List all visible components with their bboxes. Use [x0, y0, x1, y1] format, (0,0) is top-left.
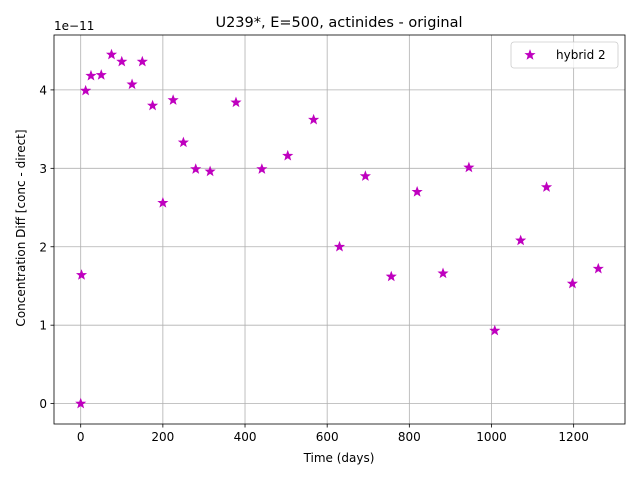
- data-point: [147, 99, 159, 111]
- data-points: [75, 48, 604, 409]
- data-point: [190, 163, 202, 174]
- x-axis: 0 200 400 600 800 1000 1200: [77, 424, 589, 444]
- data-point: [75, 397, 87, 409]
- data-point: [95, 69, 107, 80]
- data-point: [256, 163, 268, 174]
- legend-star-icon: [524, 49, 536, 60]
- data-point: [437, 267, 449, 279]
- x-tick-label: 1000: [476, 430, 507, 444]
- data-point: [177, 136, 189, 148]
- x-tick-label: 1200: [558, 430, 589, 444]
- y-tick-label: 1: [39, 319, 47, 333]
- data-point: [540, 181, 553, 192]
- data-point: [463, 161, 475, 173]
- data-point: [167, 94, 179, 105]
- data-point: [105, 48, 118, 60]
- y-axis-label: Concentration Diff [conc - direct]: [14, 129, 28, 326]
- data-point: [592, 262, 604, 274]
- data-point: [85, 69, 97, 81]
- data-point: [157, 196, 169, 208]
- x-tick-label: 600: [316, 430, 339, 444]
- legend-box: [510, 41, 619, 69]
- legend: hybrid 2: [510, 41, 619, 69]
- data-point: [308, 113, 320, 125]
- legend-entry-hybrid-2: hybrid 2: [556, 48, 606, 62]
- data-point: [385, 270, 397, 282]
- y-tick-label: 0: [39, 397, 47, 411]
- data-point: [566, 277, 578, 289]
- data-point: [126, 78, 138, 90]
- data-point: [116, 55, 128, 67]
- data-point: [515, 234, 527, 246]
- data-point: [136, 55, 148, 67]
- y-axis: 0 1 2 3 4: [39, 83, 54, 411]
- data-point: [230, 96, 242, 108]
- plot-frame: [53, 34, 626, 425]
- chart-title: U239*, E=500, actinides - original: [215, 15, 462, 31]
- data-point: [411, 185, 423, 197]
- x-tick-label: 400: [234, 430, 257, 444]
- x-tick-label: 0: [77, 430, 85, 444]
- data-point: [333, 240, 346, 252]
- data-point: [282, 149, 294, 161]
- legend-marker: [524, 49, 536, 60]
- x-axis-label: Time (days): [303, 451, 375, 465]
- data-point: [489, 324, 501, 336]
- y-tick-label: 3: [39, 162, 47, 176]
- x-tick-label: 200: [151, 430, 174, 444]
- x-tick-label: 800: [398, 430, 421, 444]
- data-point: [204, 165, 216, 177]
- grid: [54, 35, 625, 424]
- y-tick-label: 2: [39, 240, 47, 254]
- data-point: [75, 269, 88, 280]
- data-point: [80, 84, 92, 96]
- y-tick-label: 4: [39, 83, 47, 97]
- data-point: [359, 170, 371, 181]
- y-offset-label: 1e−11: [54, 19, 94, 33]
